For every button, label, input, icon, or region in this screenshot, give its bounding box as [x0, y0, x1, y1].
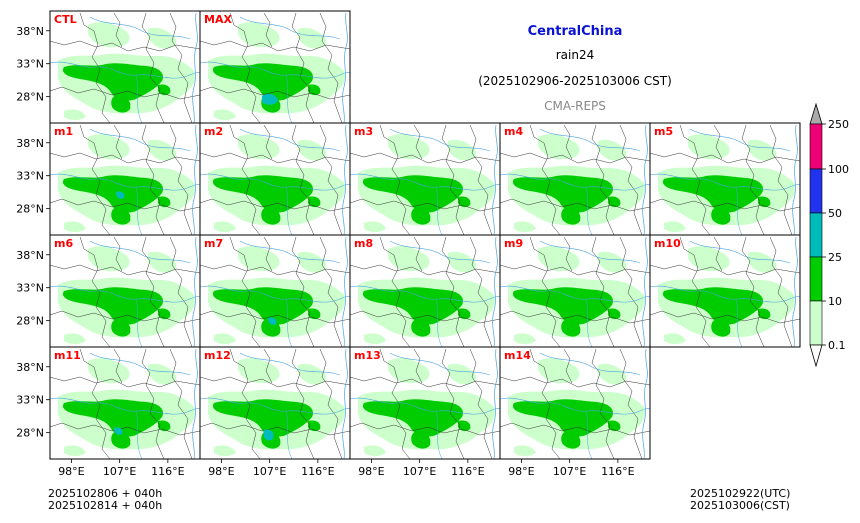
colorbar-segment-10 [809, 300, 823, 346]
colorbar-segment-25 [809, 256, 823, 302]
panel-label: m14 [504, 349, 531, 362]
colorbar-segment-100 [809, 168, 823, 214]
panel-m2: m2 [199, 122, 351, 236]
heavy-rain-area [268, 317, 277, 325]
colorbar-over-arrow [809, 102, 823, 125]
latitude-axes: 38°N 33°N 28°N 38°N 33°N 28°N 38°N 33°N 28°N 38°N… [16, 25, 50, 440]
panel-label: m6 [54, 237, 73, 250]
colorbar-tick-label: 0.1 [828, 339, 846, 352]
panel-label: m11 [54, 349, 81, 362]
lon-tick-label: 116°E [301, 465, 334, 478]
init-time-utc: 2025102806 + 040h [48, 487, 163, 500]
lon-tick-label: 116°E [601, 465, 634, 478]
colorbar-under-arrow [809, 344, 823, 368]
lon-tick-label: 98°E [508, 465, 534, 478]
colorbar-tick-label: 100 [828, 163, 849, 176]
colorbar-segment-250 [809, 123, 823, 170]
panel-m13: m13 [349, 346, 501, 460]
lon-tick-label: 107°E [103, 465, 136, 478]
heavy-rain-area [262, 93, 278, 105]
variable-title: rain24 [555, 48, 595, 62]
lon-tick-label: 116°E [151, 465, 184, 478]
panel-m7: m7 [199, 234, 351, 348]
lat-tick-label: 38°N [16, 25, 44, 38]
lat-tick-label: 28°N [16, 315, 44, 328]
lat-tick-label: 33°N [16, 394, 44, 407]
panel-label: m2 [204, 125, 223, 138]
model-name: CMA-REPS [544, 99, 606, 113]
lat-tick-label: 33°N [16, 58, 44, 71]
lat-tick-label: 38°N [16, 361, 44, 374]
panel-label: m1 [54, 125, 73, 138]
lon-tick-label: 107°E [553, 465, 586, 478]
lat-tick-label: 38°N [16, 137, 44, 150]
panel-label: m5 [654, 125, 673, 138]
panel-m1: m1 [49, 122, 201, 236]
panel-MAX: MAX [199, 10, 351, 124]
panel-label: MAX [204, 13, 232, 26]
heavy-rain-area [114, 427, 123, 435]
colorbar-tick-label: 25 [828, 251, 842, 264]
panel-m12: m12 [199, 346, 351, 460]
colorbar-segment-50 [809, 212, 823, 258]
lat-tick-label: 28°N [16, 91, 44, 104]
panel-label: m9 [504, 237, 523, 250]
panel-m3: m3 [349, 122, 501, 236]
panel-m9: m9 [499, 234, 651, 348]
lon-tick-label: 98°E [208, 465, 234, 478]
panel-m11: m11 [49, 346, 201, 460]
lat-tick-label: 28°N [16, 427, 44, 440]
panel-label: m12 [204, 349, 231, 362]
lon-tick-label: 116°E [451, 465, 484, 478]
panel-label: m13 [354, 349, 381, 362]
panel-m5: m5 [649, 122, 801, 236]
init-time-cst: 2025102814 + 040h [48, 499, 163, 512]
lon-tick-label: 107°E [403, 465, 436, 478]
panel-label: CTL [54, 13, 77, 26]
lat-tick-label: 28°N [16, 203, 44, 216]
lat-tick-label: 33°N [16, 282, 44, 295]
lon-tick-label: 98°E [358, 465, 384, 478]
heavy-rain-area [263, 429, 274, 441]
panel-m8: m8 [349, 234, 501, 348]
panel-label: m3 [354, 125, 373, 138]
valid-time-utc: 2025102922(UTC) [690, 487, 791, 500]
colorbar: 250 100 50 25 10 0.1 [809, 102, 849, 368]
valid-time-cst: 2025103006(CST) [690, 499, 790, 512]
lat-tick-label: 33°N [16, 170, 44, 183]
heavy-rain-area [116, 191, 125, 199]
longitude-axes: 98°E 107°E 116°E 98°E 107°E 116°E 98°E 107°E 116… [58, 459, 635, 478]
panel-label: m4 [504, 125, 523, 138]
lon-tick-label: 107°E [253, 465, 286, 478]
colorbar-tick-label: 250 [828, 118, 849, 131]
lon-tick-label: 98°E [58, 465, 84, 478]
lat-tick-label: 38°N [16, 249, 44, 262]
region-title: CentralChina [527, 24, 623, 39]
panel-m6: m6 [49, 234, 201, 348]
colorbar-tick-label: 10 [828, 295, 842, 308]
panel-label: m8 [354, 237, 373, 250]
panel-label: m7 [204, 237, 223, 250]
panel-label: m10 [654, 237, 681, 250]
colorbar-tick-label: 50 [828, 207, 842, 220]
panel-m14: m14 [499, 346, 651, 460]
panel-m10: m10 [649, 234, 801, 348]
panel-CTL: CTL [49, 10, 201, 124]
panel-m4: m4 [499, 122, 651, 236]
period-title: (2025102906-2025103006 CST) [478, 74, 672, 88]
